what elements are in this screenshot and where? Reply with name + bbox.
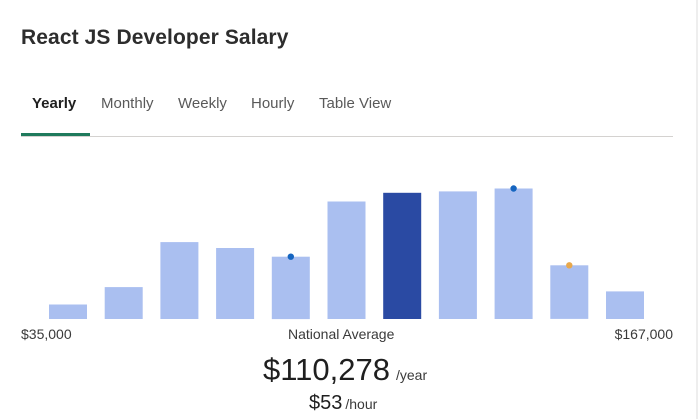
tab-weekly[interactable]: Weekly [178, 95, 227, 112]
tab-monthly[interactable]: Monthly [101, 95, 154, 112]
range-low-label: $35,000 [21, 326, 72, 342]
average-hourly-unit: /hour [345, 396, 378, 412]
salary-bar[interactable] [160, 242, 199, 319]
average-yearly: $110,278/year [263, 352, 427, 388]
page-title: React JS Developer Salary [21, 26, 289, 49]
salary-bar[interactable] [550, 265, 589, 319]
tab-table-view[interactable]: Table View [319, 95, 392, 112]
salary-bar[interactable] [271, 256, 310, 320]
salary-bar[interactable] [49, 304, 87, 320]
salary-bar[interactable] [327, 201, 366, 320]
average-yearly-unit: /year [396, 367, 428, 383]
salary-bar[interactable] [494, 188, 533, 320]
salary-bar[interactable] [216, 248, 255, 319]
salary-marker-dot [510, 185, 517, 192]
tab-hourly[interactable]: Hourly [251, 95, 295, 112]
national-average-label: National Average [288, 326, 395, 342]
salary-bar[interactable] [438, 191, 477, 319]
tabs-divider [21, 136, 673, 137]
salary-marker-dot [287, 253, 294, 260]
range-high-label: $167,000 [614, 326, 673, 342]
average-hourly-amount: $53 [309, 392, 343, 414]
salary-distribution-chart [0, 140, 698, 320]
card-right-border [696, 0, 698, 419]
tab-yearly[interactable]: Yearly [32, 95, 77, 112]
salary-bar[interactable] [104, 287, 143, 319]
salary-histogram [49, 185, 644, 320]
salary-bar-national-average[interactable] [383, 192, 422, 319]
average-hourly: $53/hour [309, 392, 377, 415]
salary-marker-dot [566, 262, 573, 269]
period-tabs: Yearly Monthly Weekly Hourly Table View [21, 90, 673, 137]
active-tab-indicator [21, 133, 90, 136]
salary-bar[interactable] [606, 291, 644, 319]
average-yearly-amount: $110,278 [263, 352, 390, 387]
